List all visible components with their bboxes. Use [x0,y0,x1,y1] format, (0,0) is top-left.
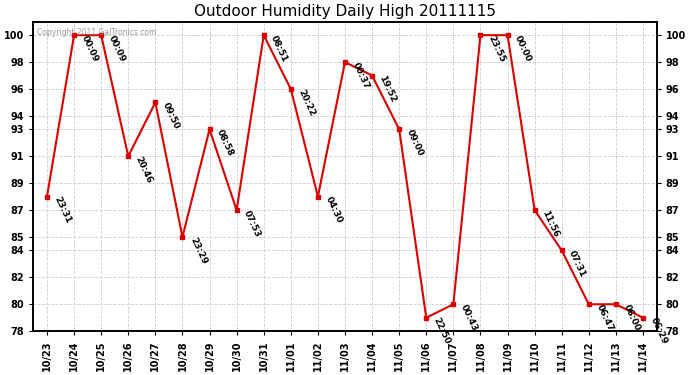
Text: 20:22: 20:22 [297,88,317,117]
Text: Copyright 2011 GalTronics.com: Copyright 2011 GalTronics.com [37,28,156,37]
Text: 00:00: 00:00 [513,34,533,63]
Text: 08:58: 08:58 [215,128,235,158]
Text: 07:31: 07:31 [567,249,588,279]
Text: 22:50: 22:50 [432,316,452,346]
Text: 06:29: 06:29 [649,316,669,346]
Text: 00:43: 00:43 [459,303,479,333]
Text: 11:56: 11:56 [540,209,560,238]
Text: 08:51: 08:51 [269,34,290,63]
Text: 20:46: 20:46 [134,155,154,184]
Text: 00:37: 00:37 [351,61,371,90]
Text: 09:00: 09:00 [405,128,425,158]
Text: 23:29: 23:29 [188,236,208,266]
Text: 04:30: 04:30 [324,195,344,225]
Text: 09:50: 09:50 [161,101,181,131]
Text: 06:47: 06:47 [594,303,615,333]
Text: 23:55: 23:55 [486,34,506,63]
Text: 23:31: 23:31 [52,195,73,225]
Text: 00:09: 00:09 [79,34,100,63]
Text: 06:00: 06:00 [622,303,642,332]
Text: 19:52: 19:52 [377,74,398,104]
Text: 07:53: 07:53 [242,209,262,238]
Title: Outdoor Humidity Daily High 20111115: Outdoor Humidity Daily High 20111115 [194,4,496,19]
Text: 00:09: 00:09 [107,34,127,63]
